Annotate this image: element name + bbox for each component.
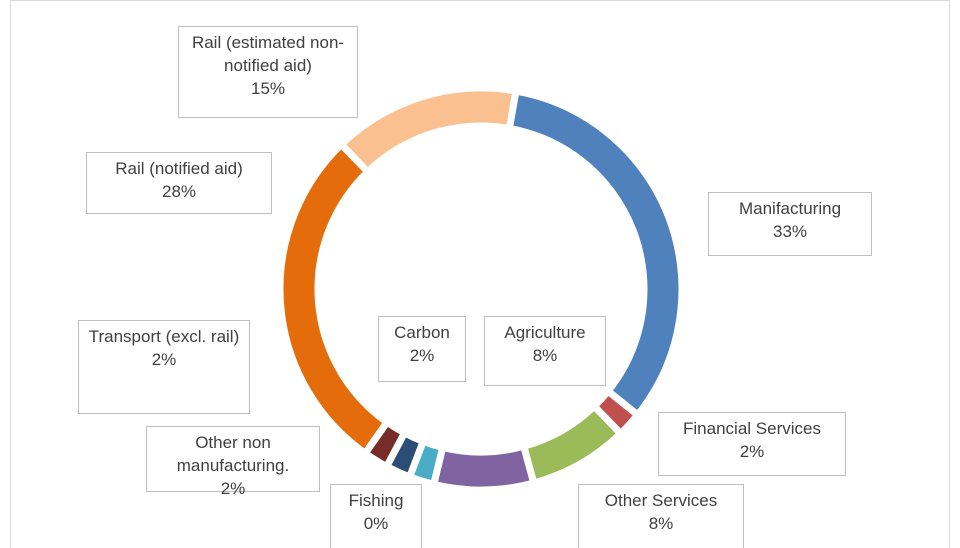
label-value: 8% bbox=[648, 514, 674, 533]
data-label: Financial Services 2% bbox=[658, 412, 846, 476]
label-name: Other Services bbox=[604, 491, 718, 510]
label-name: Financial Services bbox=[683, 419, 821, 438]
data-label: Fishing 0% bbox=[330, 484, 422, 548]
label-value: 2% bbox=[409, 346, 435, 365]
data-label: Rail (estimated non-notified aid) 15% bbox=[178, 26, 358, 118]
label-value: 8% bbox=[532, 346, 558, 365]
label-value: 2% bbox=[739, 442, 765, 461]
data-label: Agriculture 8% bbox=[484, 316, 606, 386]
label-value: 2% bbox=[151, 350, 177, 369]
label-value: 33% bbox=[772, 222, 808, 241]
donut-slice bbox=[336, 84, 520, 177]
donut-slice bbox=[519, 401, 626, 488]
label-name: Agriculture bbox=[504, 323, 586, 342]
data-label: Manifacturing 33% bbox=[708, 192, 872, 256]
label-value: 15% bbox=[250, 79, 286, 98]
label-value: 2% bbox=[220, 479, 246, 498]
data-label: Other non manufacturing. 2% bbox=[146, 426, 320, 498]
label-name: Rail (estimated non-notified aid) bbox=[191, 33, 345, 75]
label-name: Transport (excl. rail) bbox=[88, 327, 240, 346]
label-name: Carbon bbox=[394, 323, 450, 342]
label-name: Fishing bbox=[348, 491, 404, 510]
data-label: Transport (excl. rail) 2% bbox=[78, 320, 250, 414]
data-label: Other Services 8% bbox=[578, 484, 744, 548]
label-name: Other non manufacturing. bbox=[176, 433, 290, 475]
donut-slice bbox=[276, 139, 392, 459]
label-value: 0% bbox=[363, 514, 389, 533]
chart-frame bbox=[10, 0, 950, 548]
data-label: Carbon 2% bbox=[378, 316, 466, 382]
donut-slice bbox=[429, 442, 538, 494]
label-value: 28% bbox=[161, 182, 197, 201]
label-name: Rail (notified aid) bbox=[115, 159, 243, 178]
label-name: Manifacturing bbox=[738, 199, 842, 218]
data-label: Rail (notified aid) 28% bbox=[86, 152, 272, 214]
